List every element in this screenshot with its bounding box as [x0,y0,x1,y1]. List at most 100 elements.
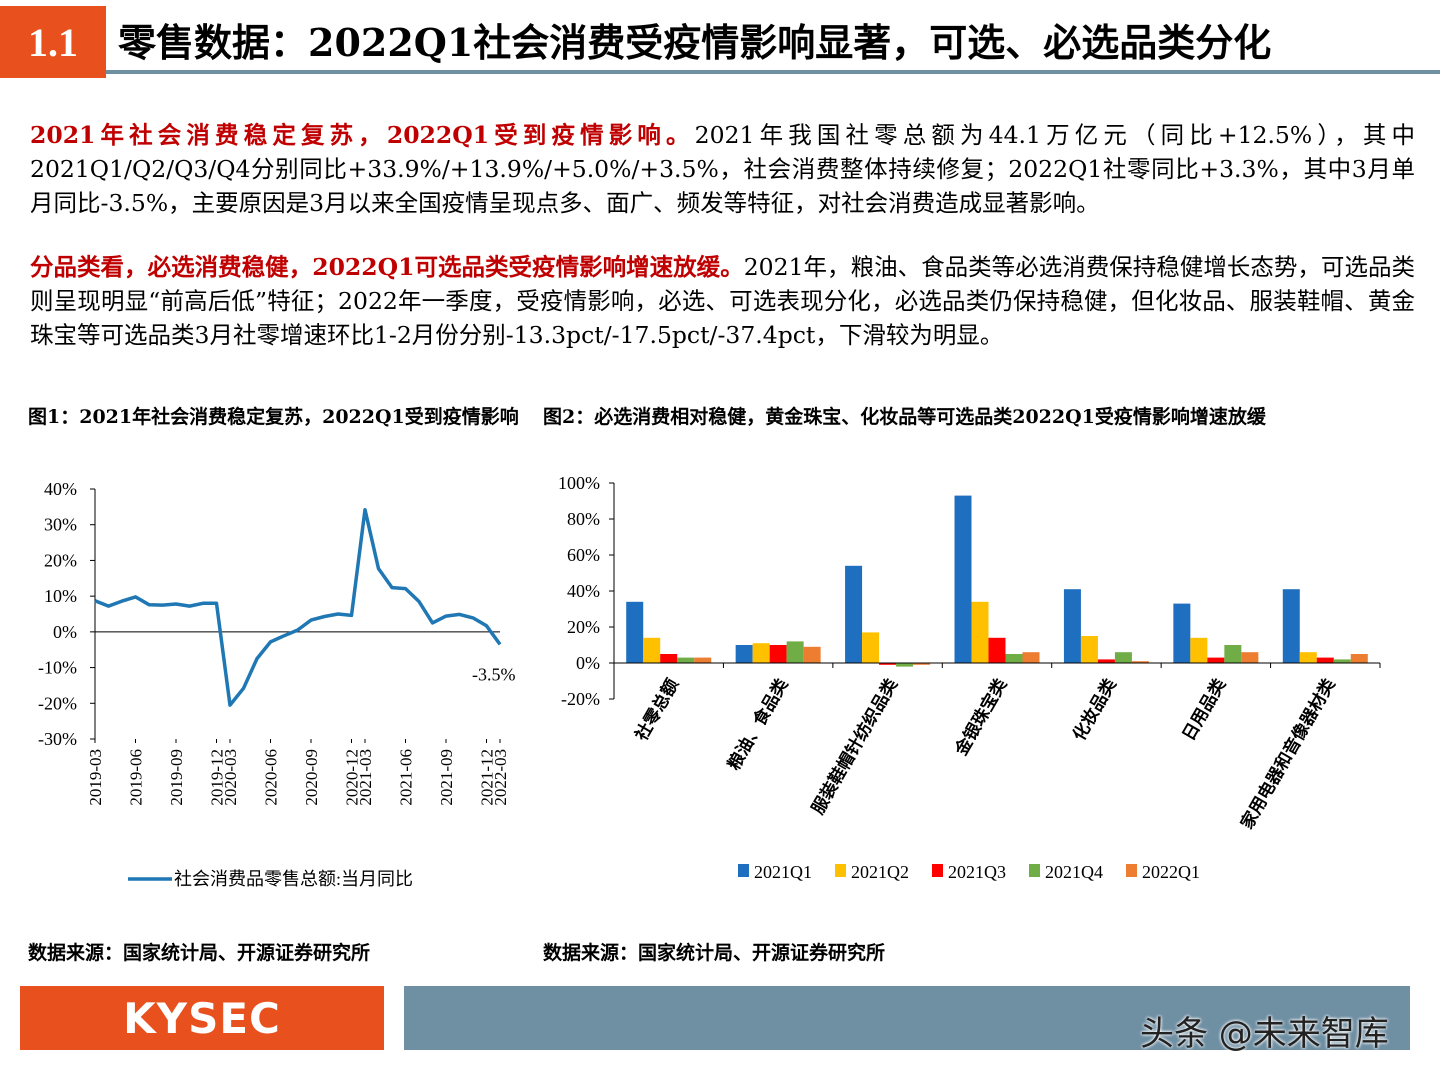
legend-swatch [932,864,943,877]
bar [769,645,787,663]
y-tick-label: -20% [38,693,77,713]
bar [1316,657,1334,663]
paragraph-1-text: 2021年我国社零总额为44.1万亿元（同比+12.5%），其中2021Q1/Q… [30,121,1415,217]
bar [1282,589,1300,663]
bar [1190,637,1208,663]
y-tick-label: 20% [44,550,77,570]
bar [1333,659,1351,663]
y-tick-label: 30% [44,515,77,535]
category-label: 家用电器和音像器材类 [1236,674,1339,832]
paragraph-1: 2021年社会消费稳定复苏，2022Q1受到疫情影响。2021年我国社零总额为4… [30,118,1415,220]
bar [896,663,914,667]
legend-label: 社会消费品零售总额:当月同比 [174,869,413,889]
bar [626,601,644,663]
bar [1063,589,1081,663]
legend-label: 2021Q1 [754,862,812,882]
legend-swatch [1029,864,1040,877]
bar [677,657,695,663]
bar [1224,645,1242,663]
category-label: 粮油、食品类 [723,674,792,773]
y-tick-label: 80% [567,509,600,529]
y-tick-label: 40% [44,479,77,499]
legend-label: 2021Q4 [1045,862,1103,882]
series-line-retail-sales [94,507,502,707]
bar [1022,652,1040,663]
paragraph-2: 分品类看，必选消费稳健，2022Q1可选品类受疫情影响增速放缓。2021年，粮油… [30,250,1415,352]
x-tick-label: 2019-12 [208,749,227,806]
legend-swatch [738,864,749,877]
y-tick-label: -10% [38,658,77,678]
bar [786,641,804,663]
figure-2-source: 数据来源：国家统计局、开源证券研究所 [543,942,886,964]
category-label: 社零总额 [630,675,682,745]
bar [879,663,897,665]
x-tick-label: 2021-06 [397,749,416,806]
y-tick-label: 40% [567,581,600,601]
bar [1097,659,1115,663]
legend-label: 2021Q3 [948,862,1006,882]
legend-label: 2022Q1 [1142,862,1200,882]
footer-bar [404,986,1410,1050]
bar [1005,654,1023,663]
bar [735,645,753,663]
paragraph-2-text: 2021年，粮油、食品类等必选消费保持稳健增长态势，可选品类则呈现明显“前高后低… [30,253,1415,349]
line-chart-retail-sales-yoy: 40% 30% 20% 10% 0% -10% -20% -30% 2019-03 2019-06… [38,479,516,889]
paragraph-1-lead: 2021年社会消费稳定复苏，2022Q1受到疫情影响。 [30,121,695,149]
category-label: 服装鞋帽针纺织品类 [807,674,901,817]
paragraph-2-lead: 分品类看，必选消费稳健，2022Q1可选品类受疫情影响增速放缓。 [30,253,744,281]
x-tick-label: 2019-06 [127,749,146,806]
bar [803,646,821,663]
x-tick-label: 2019-03 [86,749,105,806]
bar [752,643,770,663]
figure-1-source: 数据来源：国家统计局、开源证券研究所 [28,942,371,964]
annotation-last-value: -3.5% [472,665,516,685]
bar [913,663,931,665]
bar [954,495,972,663]
y-tick-label: -30% [38,729,77,749]
y-tick-label: 60% [567,545,600,565]
section-number-badge: 1.1 [0,6,106,78]
y-tick-label: 100% [558,473,600,493]
page-title: 零售数据：2022Q1社会消费受疫情影响显著，可选、必选品类分化 [118,20,1272,65]
y-tick-label: -20% [561,689,600,709]
x-tick-label: 2021-03 [356,749,375,806]
bar [845,565,863,663]
x-tick-label: 2020-03 [221,749,240,806]
bar [1114,652,1132,663]
x-tick-label: 2021-09 [437,749,456,806]
bar [1080,636,1098,663]
footer-logo-box: KYSEC [20,986,384,1050]
y-tick-label: 20% [567,617,600,637]
legend-swatch [1126,864,1137,877]
bar [971,601,989,663]
y-tick-label: 10% [44,586,77,606]
bar-chart-category-growth: 100% 80% 60% 40% 20% 0% -20% 社零总额 粮油、食品类 服装鞋帽针纺织品… [558,473,1381,882]
bar [1173,603,1191,663]
bar [1131,661,1149,663]
x-tick-label: 2020-12 [343,749,362,806]
y-tick-label: 0% [576,653,600,673]
bar [694,657,712,663]
bar [660,654,678,663]
bar [1207,657,1225,663]
bar [643,637,661,663]
title-underline [106,70,1440,74]
bar [1299,652,1317,663]
watermark: 头条 @未来智库 [1140,1014,1389,1054]
figure-1-title: 图1：2021年社会消费稳定复苏，2022Q1受到疫情影响 [28,406,519,428]
bar [1350,654,1368,663]
legend-swatch [835,864,846,877]
bar [988,637,1006,663]
category-label: 金银珠宝类 [950,674,1011,759]
kysec-logo: KYSEC [123,993,281,1043]
y-tick-label: 0% [53,622,77,642]
x-tick-label: 2019-09 [167,749,186,806]
x-tick-label: 2021-12 [478,749,497,806]
figure-2-title: 图2：必选消费相对稳健，黄金珠宝、化妆品等可选品类2022Q1受疫情影响增速放缓 [543,406,1266,428]
category-label: 化妆品类 [1069,674,1121,744]
x-tick-label: 2020-09 [302,749,321,806]
legend-label: 2021Q2 [851,862,909,882]
x-tick-label: 2020-06 [262,749,281,806]
category-label: 日用品类 [1178,674,1230,744]
bar [862,632,880,663]
